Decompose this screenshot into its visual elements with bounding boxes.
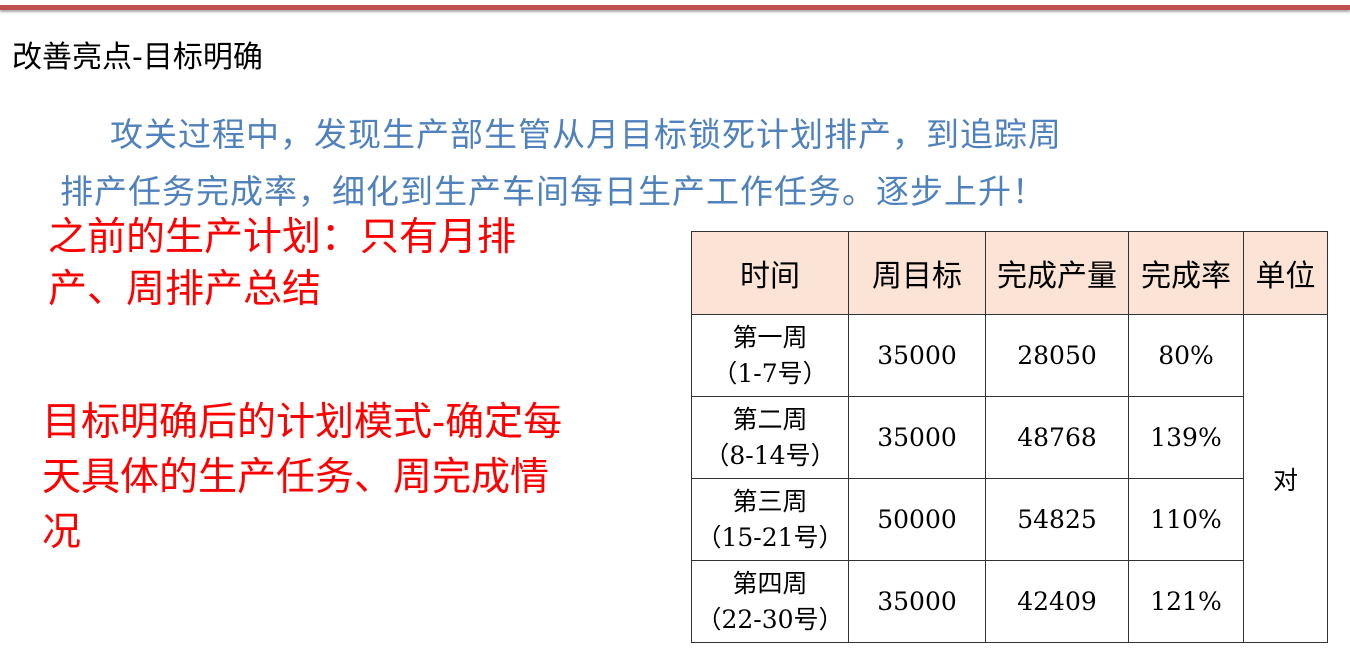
cell-output: 28050 <box>985 314 1129 397</box>
cell-time: 第三周 （15-21号） <box>691 478 849 561</box>
before-plan-text: 之前的生产计划：只有月排 产、周排产总结 <box>48 212 516 316</box>
table-row: 第四周 （22-30号） 35000 42409 121% <box>691 560 1328 643</box>
date-range: （1-7号） <box>712 358 828 388</box>
cell-rate: 139% <box>1128 396 1244 479</box>
week-label: 第四周 <box>732 568 808 598</box>
after-line-3: 况 <box>42 510 82 555</box>
header-weekly-target: 周目标 <box>848 231 986 315</box>
cell-target: 35000 <box>848 314 986 397</box>
table-row: 第二周 （8-14号） 35000 48768 139% <box>691 396 1328 479</box>
after-line-1: 目标明确后的计划模式-确定每 <box>42 400 563 445</box>
cell-rate: 121% <box>1128 560 1244 643</box>
week-label: 第三周 <box>732 486 808 516</box>
table-header-row: 时间 周目标 完成产量 完成率 单位 <box>691 231 1328 315</box>
cell-target: 50000 <box>848 478 986 561</box>
cell-output: 48768 <box>985 396 1129 479</box>
cell-target: 35000 <box>848 560 986 643</box>
slide-title: 改善亮点-目标明确 <box>12 40 263 75</box>
top-accent-bar <box>0 5 1350 10</box>
date-range: （8-14号） <box>704 440 836 470</box>
after-line-2: 天具体的生产任务、周完成情 <box>42 455 550 500</box>
before-line-1: 之前的生产计划：只有月排 <box>48 215 517 260</box>
cell-time: 第四周 （22-30号） <box>691 560 849 643</box>
after-plan-text: 目标明确后的计划模式-确定每 天具体的生产任务、周完成情 况 <box>42 395 562 560</box>
header-output: 完成产量 <box>985 231 1129 315</box>
cell-target: 35000 <box>848 396 986 479</box>
cell-rate: 80% <box>1128 314 1244 397</box>
weekly-production-table: 时间 周目标 完成产量 完成率 单位 第一周 （1-7号） 35000 28050… <box>691 231 1328 643</box>
date-range: （22-30号） <box>696 604 844 634</box>
week-label: 第一周 <box>732 322 808 352</box>
header-rate: 完成率 <box>1128 231 1244 315</box>
cell-time: 第二周 （8-14号） <box>691 396 849 479</box>
week-label: 第二周 <box>732 404 808 434</box>
cell-unit: 对 <box>1243 314 1328 643</box>
header-time: 时间 <box>691 231 849 315</box>
cell-output: 42409 <box>985 560 1129 643</box>
table-row: 第一周 （1-7号） 35000 28050 80% 对 <box>691 314 1328 643</box>
before-line-2: 产、周排产总结 <box>48 267 322 312</box>
cell-output: 54825 <box>985 478 1129 561</box>
cell-time: 第一周 （1-7号） <box>691 314 849 397</box>
table-row: 第三周 （15-21号） 50000 54825 110% <box>691 478 1328 561</box>
intro-line-2: 排产任务完成率，细化到生产车间每日生产工作任务。逐步上升！ <box>60 172 1046 211</box>
date-range: （15-21号） <box>696 522 844 552</box>
intro-line-1: 攻关过程中，发现生产部生管从月目标锁死计划排产，到追踪周 <box>110 115 1062 154</box>
header-unit: 单位 <box>1243 231 1328 315</box>
cell-rate: 110% <box>1128 478 1244 561</box>
